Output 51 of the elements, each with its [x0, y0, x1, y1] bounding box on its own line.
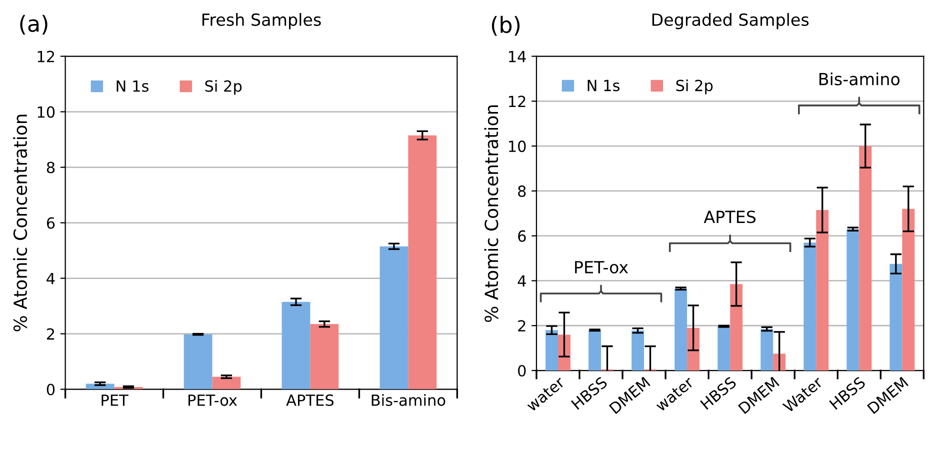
chart-title: Degraded Samples [652, 13, 809, 30]
y-tick-label: 4 [46, 272, 55, 284]
annotation: APTES [704, 210, 756, 224]
bar [212, 376, 241, 390]
x-tick-label: Bis-amino [372, 394, 446, 406]
bar [902, 208, 915, 371]
y-tick-label: 6 [46, 217, 55, 229]
bar [546, 330, 558, 371]
legend-label: Si 2p [676, 79, 713, 94]
y-tick-label: 12 [38, 50, 54, 62]
x-tick-label: APTES [286, 394, 334, 406]
annotation: PET-ox [575, 261, 628, 274]
bar [890, 264, 902, 371]
legend-label: N 1s [116, 80, 148, 92]
bar [804, 242, 816, 371]
x-tick-label: PET [102, 394, 128, 406]
bar [310, 324, 339, 390]
y-tick-label: 12 [508, 96, 526, 107]
bar [816, 210, 829, 371]
bar [859, 146, 872, 371]
y-tick-label: 10 [508, 140, 526, 152]
x-tick-label: PET-ox [188, 394, 238, 406]
bar [184, 334, 212, 390]
bar [632, 330, 644, 371]
y-tick-label: 14 [508, 50, 526, 62]
bar [730, 284, 743, 371]
legend-label: Si 2p [205, 80, 242, 95]
y-tick-label: 8 [518, 185, 526, 197]
text: (b) [492, 16, 520, 36]
bar [282, 302, 310, 390]
bar [408, 135, 437, 390]
bar [674, 288, 688, 371]
y-axis-title: % Atomic Concentration [484, 105, 498, 322]
legend-label: N 1s [588, 80, 620, 92]
y-axis-title: % Atomic Concentration [13, 114, 28, 332]
chart-title: Fresh Samples [202, 13, 321, 30]
y-tick-label: 6 [518, 230, 526, 242]
bar [588, 330, 602, 371]
bar [718, 326, 730, 371]
y-tick-label: 10 [38, 106, 55, 118]
bar [380, 246, 408, 390]
text: (a) [20, 14, 48, 35]
annotation: Bis-amino [819, 72, 900, 86]
y-tick-label: 8 [46, 162, 55, 174]
y-tick-label: 0 [46, 384, 55, 396]
y-tick-label: 4 [518, 275, 526, 287]
y-tick-label: 0 [518, 364, 526, 377]
y-tick-label: 2 [46, 328, 54, 340]
y-tick-label: 2 [518, 320, 526, 332]
bar [846, 229, 860, 371]
bar [760, 328, 774, 371]
